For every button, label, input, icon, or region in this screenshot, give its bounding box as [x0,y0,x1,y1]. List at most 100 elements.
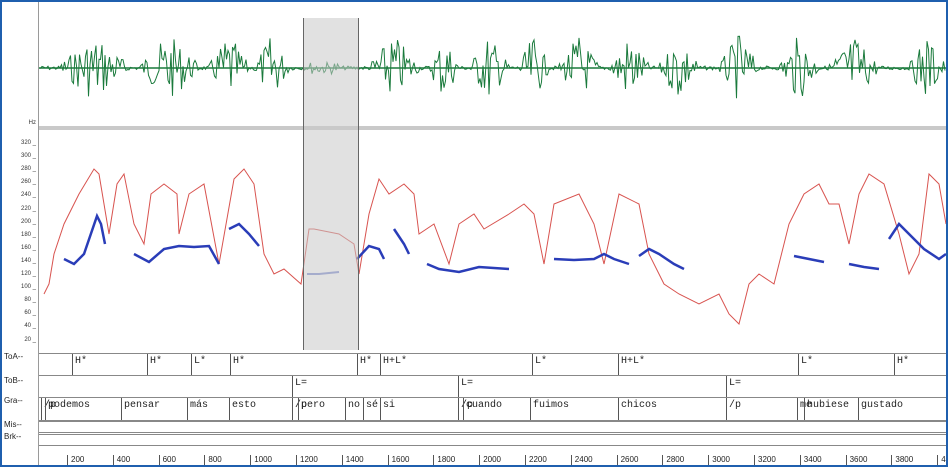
tier-boundary[interactable] [380,354,381,375]
pitch-blue-segment [356,244,386,260]
tier-interval-label[interactable]: L* [194,356,207,367]
pitch-blue-segment [793,254,825,264]
tier-boundary[interactable] [292,398,293,420]
ruler-tick-label: 2000 [483,455,501,464]
tier-interval-label[interactable]: chicos [621,400,658,411]
tier-interval-label[interactable]: L* [801,356,814,367]
ruler-tick-label: 3600 [849,455,868,464]
tier-boundary[interactable] [463,398,464,420]
tier-gra[interactable]: /p podemos pensar más esto/p pero no sé si/p cuan… [39,397,946,421]
waveform-trace [39,35,946,99]
tier-interval-label[interactable]: hubiese [807,400,850,411]
tier-interval-label[interactable]: podemos [48,400,91,411]
tier-boundary[interactable] [530,398,531,420]
tier-interval-label[interactable]: H* [75,356,88,367]
tier-boundary[interactable] [298,398,299,420]
y-tick-label: 160 _ [20,244,36,251]
pitch-blue-segment [887,222,946,261]
ruler-tick [525,455,526,465]
tier-boundary[interactable] [229,398,230,420]
tier-interval-label[interactable]: fuimos [533,400,570,411]
tier-boundary[interactable] [618,354,619,375]
waveform-display[interactable] [39,16,946,120]
tier-interval-label[interactable]: esto [232,400,257,411]
tier-toa[interactable]: H* H* L* H* H* H+L* L* H+L* L* H* [39,353,946,376]
tier-brk[interactable] [39,434,946,446]
tier-mis[interactable] [39,421,946,433]
ruler-tick [616,455,618,465]
ruler-tick [67,455,68,465]
tier-interval-label[interactable]: L= [729,378,742,389]
tier-boundary[interactable] [72,354,73,375]
tier-boundary[interactable] [41,398,42,420]
tier-label-brk: Brk-- [4,432,22,441]
tier-tob[interactable]: L= L= L= [39,375,946,398]
ruler-tick [845,455,847,465]
tier-boundary[interactable] [357,354,358,375]
tier-boundary[interactable] [121,398,122,420]
tier-boundary[interactable] [147,354,148,375]
tier-boundary[interactable] [345,398,346,420]
ruler-tick [341,455,343,465]
tier-boundary[interactable] [363,398,364,420]
tier-interval-label[interactable]: me [800,400,813,411]
tier-interval-label[interactable]: /p [461,400,474,411]
tier-boundary[interactable] [726,398,727,420]
ruler-tick-label: 3000 [712,455,730,464]
ruler-tick [204,455,206,465]
y-tick-label: 200 _ [20,218,36,225]
tier-interval-label[interactable]: H+L* [621,356,646,367]
tier-boundary[interactable] [804,398,805,420]
tier-interval-label[interactable]: L* [535,356,548,367]
tier-interval-label[interactable]: pero [301,400,326,411]
tier-interval-label[interactable]: cuando [466,400,503,411]
ruler-tick [112,455,114,465]
tier-interval-label[interactable]: si [383,400,396,411]
tier-boundary[interactable] [797,398,798,420]
ruler-tick-label: 400 [116,455,131,464]
tier-boundary[interactable] [380,398,381,420]
ruler-tick [891,455,893,465]
ruler-tick [662,455,664,465]
tier-interval-label[interactable]: gustado [861,400,904,411]
time-selection[interactable] [303,18,359,350]
tier-boundary[interactable] [618,398,619,420]
tier-boundary[interactable] [894,354,895,375]
pitch-contour-display[interactable] [39,134,946,349]
tier-interval-label[interactable]: L= [461,378,474,389]
tier-interval-label[interactable]: más [190,400,209,411]
tier-interval-label[interactable]: H* [233,356,246,367]
tier-boundary[interactable] [858,398,859,420]
ruler-tick-label: 200 [71,455,85,464]
tier-interval-label[interactable]: L= [295,378,308,389]
tier-boundary[interactable] [45,398,46,420]
tier-boundary[interactable] [798,354,799,375]
ruler-tick-label: 1200 [300,455,318,464]
pitch-blue-segment [228,222,260,247]
tier-interval-label[interactable]: H* [897,356,910,367]
ruler-tick-label: 3200 [758,455,776,464]
tier-interval-label[interactable]: pensar [124,400,161,411]
tier-interval-label[interactable]: H* [150,356,163,367]
tier-boundary[interactable] [230,354,231,375]
tier-interval-label[interactable]: no [348,400,361,411]
ruler-tick-label: 1600 [391,455,410,464]
tier-interval-label[interactable]: sé [366,400,379,411]
tier-interval-label[interactable]: /p [729,400,742,411]
tier-boundary[interactable] [458,376,459,397]
tier-boundary[interactable] [726,376,727,397]
tier-boundary[interactable] [458,398,459,420]
tier-interval-label[interactable]: H* [360,356,373,367]
tier-boundary[interactable] [187,398,188,420]
tier-interval-label[interactable]: H+L* [383,356,408,367]
tier-boundary[interactable] [532,354,533,375]
ruler-tick-label: 4000 [941,455,946,464]
ruler-tick [387,455,389,465]
tier-label-toa: ToA-- [4,352,24,361]
tier-interval-label[interactable]: /p [295,400,308,411]
tier-boundary[interactable] [292,376,293,397]
tier-interval-label[interactable]: /p [44,400,57,411]
tier-boundary[interactable] [191,354,192,375]
ruler-tick-label: 1400 [345,455,364,464]
